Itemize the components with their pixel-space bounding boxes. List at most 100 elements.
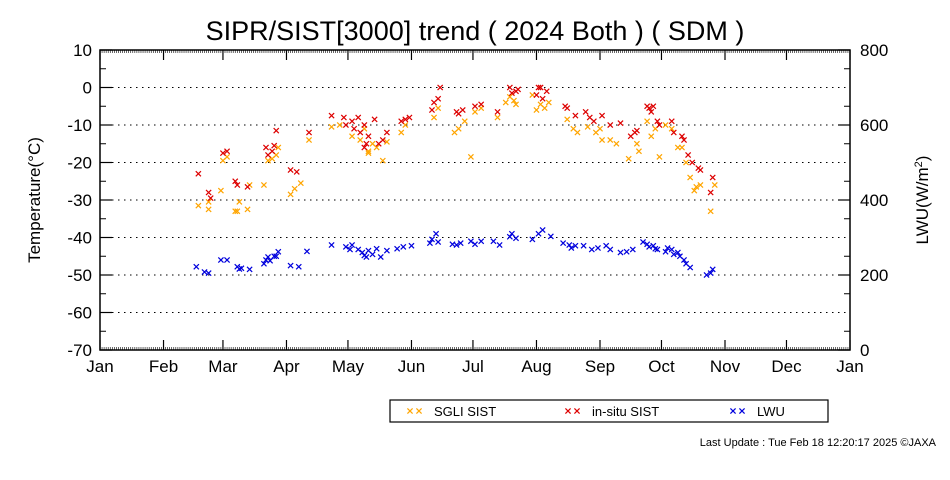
in-situ-sist-point — [293, 168, 300, 175]
x-tick-label: Nov — [710, 357, 741, 376]
in-situ-sist-point — [205, 189, 212, 196]
y2-tick-label: 200 — [860, 266, 888, 285]
sgli-sist-point — [205, 198, 212, 205]
sgli-sist-point — [693, 183, 700, 190]
in-situ-sist-point — [515, 86, 522, 93]
sgli-sist-point — [275, 144, 282, 151]
sgli-sist-point — [711, 181, 718, 189]
sgli-sist-point — [297, 180, 304, 187]
lwu-point — [629, 246, 636, 253]
y2-tick-label: 400 — [860, 191, 888, 210]
lwu-point — [238, 265, 245, 272]
in-situ-sist-point — [398, 118, 405, 125]
lwu-point — [560, 240, 567, 247]
x-tick-label: Dec — [771, 357, 802, 376]
grid-lines — [100, 87, 850, 313]
lwu-point — [670, 251, 677, 258]
x-tick-label: Jan — [836, 357, 863, 376]
sgli-sist-point — [502, 99, 509, 106]
in-situ-sist-point — [207, 195, 214, 202]
x-tick-label: Jul — [462, 357, 484, 376]
lwu-point — [490, 238, 497, 245]
sgli-sist-point — [707, 208, 714, 215]
x-tick-label: Apr — [273, 357, 300, 376]
lwu-point — [707, 270, 714, 277]
sgli-sist-point — [236, 198, 243, 205]
in-situ-sist-point — [379, 136, 386, 144]
last-update-text: Last Update : Tue Feb 18 12:20:17 2025 ©… — [699, 437, 936, 449]
sgli-sist-point — [365, 150, 372, 157]
lwu-point — [566, 241, 573, 249]
lwu-point — [342, 243, 349, 250]
lwu-point — [217, 256, 224, 264]
in-situ-sist-point — [349, 118, 356, 125]
lwu-point — [617, 249, 624, 256]
in-situ-sist-point — [648, 108, 655, 115]
sgli-sist-point — [244, 206, 251, 213]
lwu-point — [580, 242, 587, 249]
y-axis-left: 10 0 -10 -20 -30 -40 -50 -60 -70 — [67, 41, 112, 360]
in-situ-sist-point — [363, 140, 370, 147]
lwu-point — [295, 263, 302, 270]
lwu-point — [568, 244, 575, 252]
y2-tick-label: 800 — [860, 41, 888, 60]
sgli-sist-point — [564, 116, 571, 123]
in-situ-sist-point — [357, 129, 364, 136]
y-axis-right: 800 600 400 200 0 — [838, 41, 888, 360]
sgli-sist-point — [349, 133, 356, 140]
in-situ-sist-point — [437, 84, 444, 91]
legend-box — [389, 399, 829, 423]
lwu-point — [369, 251, 376, 258]
sgli-sist-point — [305, 136, 313, 144]
lwu-point — [346, 246, 354, 253]
lwu-point — [703, 271, 710, 279]
lwu-point — [512, 235, 520, 242]
lwu-point — [193, 263, 200, 270]
sgli-sist-point — [648, 133, 655, 140]
lwu-point — [428, 236, 435, 243]
lwu-point — [224, 256, 231, 264]
sgli-sist-point — [471, 108, 479, 115]
lwu-point — [246, 266, 253, 273]
sgli-sist-point — [633, 140, 640, 147]
lwu-point — [383, 247, 390, 254]
in-situ-sist-point — [590, 118, 597, 125]
in-situ-sist-point — [328, 112, 335, 119]
lwu-point — [646, 243, 653, 250]
in-situ-sist-point — [506, 84, 513, 91]
sgli-sist-point — [599, 136, 606, 144]
in-situ-sist-point — [361, 144, 368, 151]
lwu-point — [275, 248, 282, 255]
y-tick-label: -10 — [67, 116, 92, 135]
in-situ-sist-point — [271, 142, 278, 149]
x-axis: Jan Feb Mar Apr May Jun Jul Aug Sep Oct Nov Dec Jan — [86, 50, 864, 376]
lwu-point — [265, 253, 272, 261]
in-situ-sist-point — [582, 108, 589, 115]
legend-in-situ-sist-marker — [573, 407, 581, 415]
lwu-point — [377, 253, 384, 261]
sgli-sist-point — [287, 191, 294, 198]
y-tick-label: 10 — [73, 41, 92, 60]
lwu-point — [471, 241, 479, 248]
lwu-point — [539, 226, 546, 234]
in-situ-sist-point — [365, 133, 372, 140]
sgli-sist-point — [398, 129, 405, 136]
in-situ-sist-point — [351, 125, 358, 132]
in-situ-sist-point — [533, 91, 540, 99]
lwu-point — [426, 240, 433, 247]
in-situ-sist-point — [355, 114, 362, 121]
y-axis-title: Temperature(°C) — [25, 137, 44, 263]
sgli-sist-point — [574, 129, 581, 136]
sgli-sist-point — [613, 140, 620, 147]
in-situ-sist-point — [646, 105, 653, 112]
y-tick-label: -70 — [67, 341, 92, 360]
in-situ-sist-point — [340, 114, 347, 121]
sgli-sist-point — [217, 187, 224, 194]
y2-axis-title-sup: 2 — [913, 161, 925, 167]
in-situ-sist-point — [428, 106, 435, 114]
sgli-sist-point — [635, 148, 642, 155]
in-situ-sist-point — [494, 108, 501, 115]
y-tick-label: -40 — [67, 229, 92, 248]
sgli-sist-point — [625, 155, 632, 162]
in-situ-sist-point — [707, 189, 714, 196]
